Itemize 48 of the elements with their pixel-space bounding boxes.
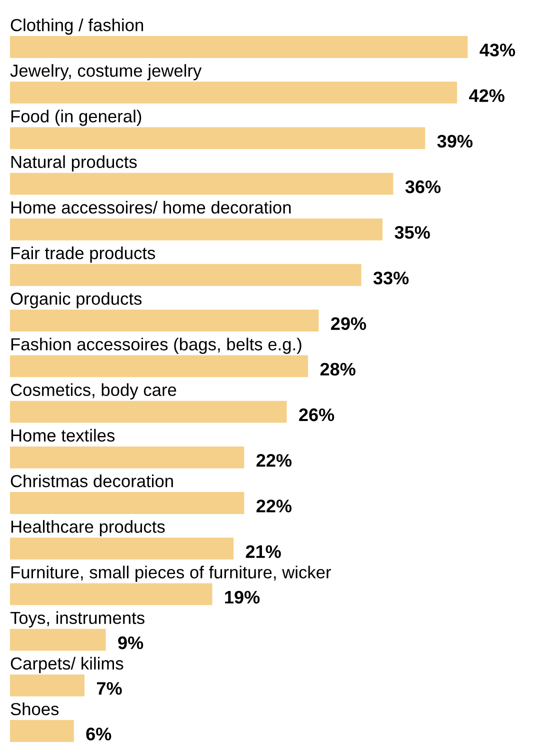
bar xyxy=(10,400,287,423)
bar xyxy=(10,355,308,378)
data-label: 43% xyxy=(480,44,516,56)
bar xyxy=(10,492,244,514)
data-label: 39% xyxy=(437,134,473,148)
bar xyxy=(10,127,426,150)
data-label: 28% xyxy=(320,362,356,376)
data-label: 26% xyxy=(299,408,334,422)
data-label: 33% xyxy=(373,272,409,284)
data-label: 29% xyxy=(331,317,366,330)
bar xyxy=(10,538,234,560)
bar xyxy=(10,628,106,651)
data-label: 21% xyxy=(246,545,281,558)
bar xyxy=(10,82,458,104)
y-tick-label: Home textiles xyxy=(11,428,115,442)
y-tick-label: Jewelry, costume jewelry xyxy=(10,64,202,80)
data-label: 22% xyxy=(256,454,292,467)
data-label: 7% xyxy=(96,682,122,695)
bar xyxy=(10,720,74,742)
y-tick-label: Food (in general) xyxy=(11,110,142,126)
y-tick-label: Cosmetics, body care xyxy=(10,383,176,400)
data-label: 35% xyxy=(394,226,430,239)
y-tick-label: Christmas decoration xyxy=(10,474,173,488)
data-label: 22% xyxy=(256,500,292,512)
bar xyxy=(10,446,244,468)
y-tick-label: Natural products xyxy=(11,155,137,172)
bar xyxy=(10,264,362,286)
data-label: 19% xyxy=(225,590,260,604)
y-tick-label: Fashion accessoires (bags, belts e.g.) xyxy=(11,338,302,354)
bar xyxy=(10,218,383,240)
y-tick-label: Shoes xyxy=(10,702,59,716)
data-label: 9% xyxy=(118,636,144,650)
y-tick-label: Fair trade products xyxy=(11,246,156,263)
bar xyxy=(10,36,468,58)
bar xyxy=(10,674,85,696)
y-tick-label: Toys, instruments xyxy=(10,611,144,628)
data-label: 6% xyxy=(86,728,112,740)
bar xyxy=(10,583,212,606)
y-tick-label: Clothing / fashion xyxy=(10,18,144,35)
y-tick-label: Home accessoires/ home decoration xyxy=(11,200,291,214)
y-tick-label: Healthcare products xyxy=(11,520,165,536)
y-tick-label: Organic products xyxy=(10,292,142,308)
y-tick-label: Carpets/ kilims xyxy=(10,656,124,674)
data-label: 36% xyxy=(405,180,441,194)
bar xyxy=(10,310,319,332)
y-tick-label: Furniture, small pieces of furniture, wicker xyxy=(11,566,332,582)
bar xyxy=(10,172,394,195)
data-label: 42% xyxy=(469,89,504,102)
